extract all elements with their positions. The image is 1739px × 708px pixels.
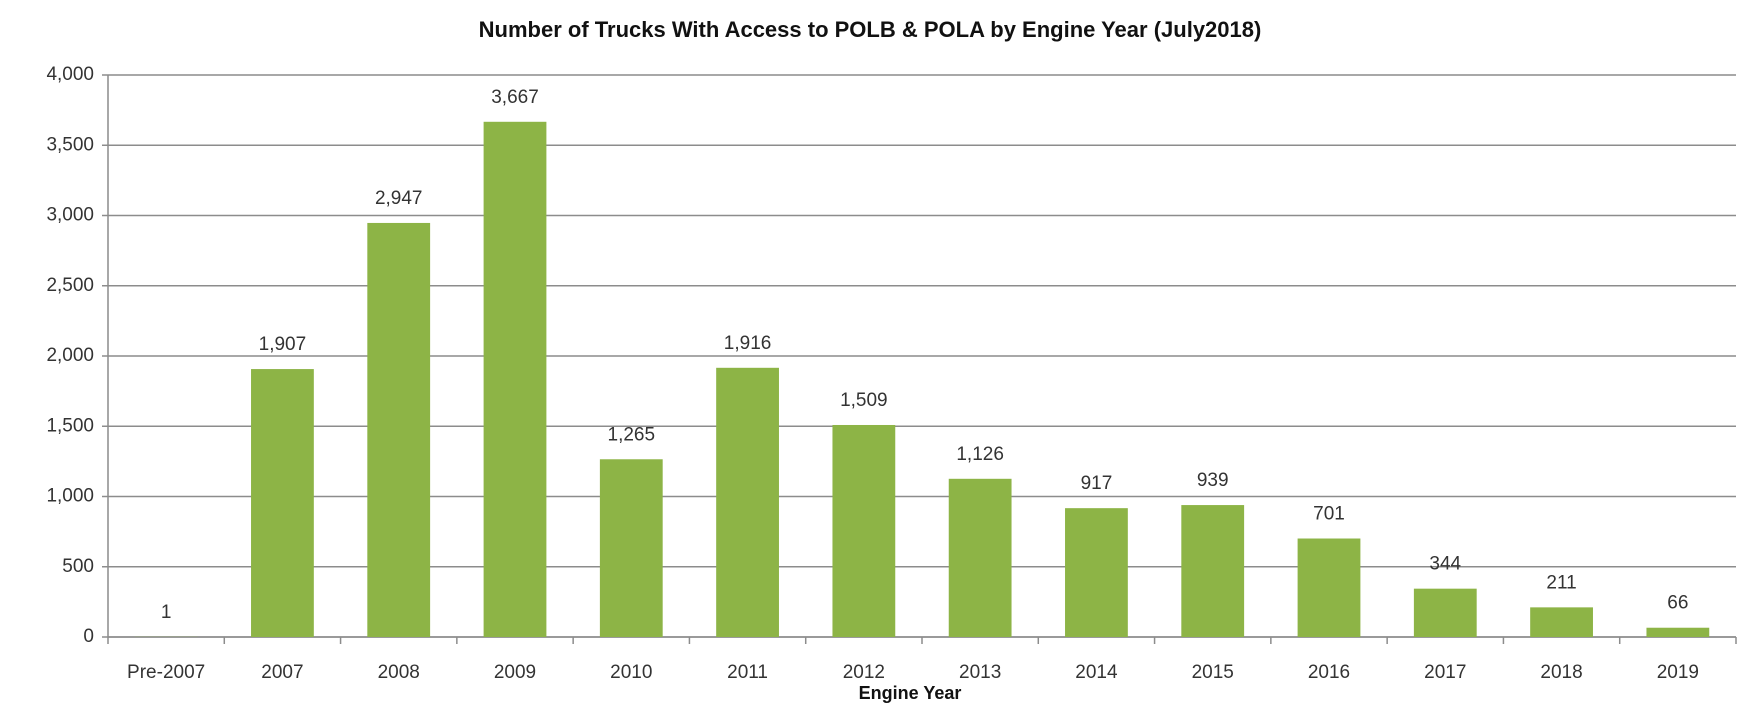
x-tick-label: 2010 bbox=[610, 662, 652, 683]
data-label: 1,907 bbox=[259, 334, 307, 355]
bar bbox=[367, 222, 431, 637]
x-axis-title: Engine Year bbox=[859, 683, 962, 703]
data-label: 701 bbox=[1313, 504, 1345, 525]
x-tick-label: 2015 bbox=[1192, 662, 1234, 683]
bar bbox=[251, 369, 314, 637]
data-label: 2,947 bbox=[375, 188, 423, 209]
data-label: 344 bbox=[1429, 554, 1461, 575]
bar bbox=[1297, 538, 1361, 637]
x-tick-label: 2013 bbox=[959, 662, 1001, 683]
bar bbox=[1646, 627, 1710, 637]
data-label: 1,916 bbox=[724, 333, 772, 354]
y-tick-label: 3,000 bbox=[46, 205, 94, 226]
x-tick-label: 2012 bbox=[843, 662, 885, 683]
data-label: 3,667 bbox=[491, 87, 539, 108]
x-tick-label: 2019 bbox=[1657, 662, 1699, 683]
x-tick-label: Pre-2007 bbox=[127, 662, 205, 683]
bar bbox=[716, 367, 779, 637]
data-label: 1,509 bbox=[840, 390, 888, 411]
y-tick-label: 0 bbox=[83, 626, 94, 647]
data-label: 1,126 bbox=[956, 444, 1004, 465]
x-tick-label: 2018 bbox=[1540, 662, 1582, 683]
y-tick-label: 3,500 bbox=[46, 134, 94, 155]
y-tick-label: 1,500 bbox=[46, 415, 94, 436]
data-label: 917 bbox=[1081, 473, 1113, 494]
y-tick-label: 2,000 bbox=[46, 345, 94, 366]
x-tick-label: 2009 bbox=[494, 662, 536, 683]
chart-title: Number of Trucks With Access to POLB & P… bbox=[479, 17, 1262, 42]
data-label: 66 bbox=[1667, 593, 1688, 614]
bar bbox=[1065, 508, 1128, 637]
x-tick-label: 2011 bbox=[727, 662, 768, 683]
bar bbox=[832, 424, 896, 637]
bar bbox=[948, 478, 1012, 637]
data-label: 1 bbox=[161, 602, 172, 623]
data-label: 939 bbox=[1197, 470, 1229, 491]
bar bbox=[599, 459, 663, 637]
y-tick-label: 2,500 bbox=[46, 275, 94, 296]
y-tick-label: 500 bbox=[62, 556, 94, 577]
x-tick-label: 2017 bbox=[1424, 662, 1466, 683]
x-tick-label: 2014 bbox=[1075, 662, 1118, 683]
data-label: 211 bbox=[1546, 572, 1576, 593]
data-label: 1,265 bbox=[608, 424, 656, 445]
y-tick-label: 4,000 bbox=[46, 64, 94, 85]
x-tick-label: 2008 bbox=[378, 662, 420, 683]
y-tick-label: 1,000 bbox=[46, 486, 94, 507]
bar bbox=[1181, 505, 1245, 637]
bar bbox=[1530, 607, 1593, 637]
x-tick-label: 2016 bbox=[1308, 662, 1350, 683]
x-tick-label: 2007 bbox=[261, 662, 303, 683]
bar bbox=[483, 121, 547, 637]
bar bbox=[1413, 588, 1477, 637]
